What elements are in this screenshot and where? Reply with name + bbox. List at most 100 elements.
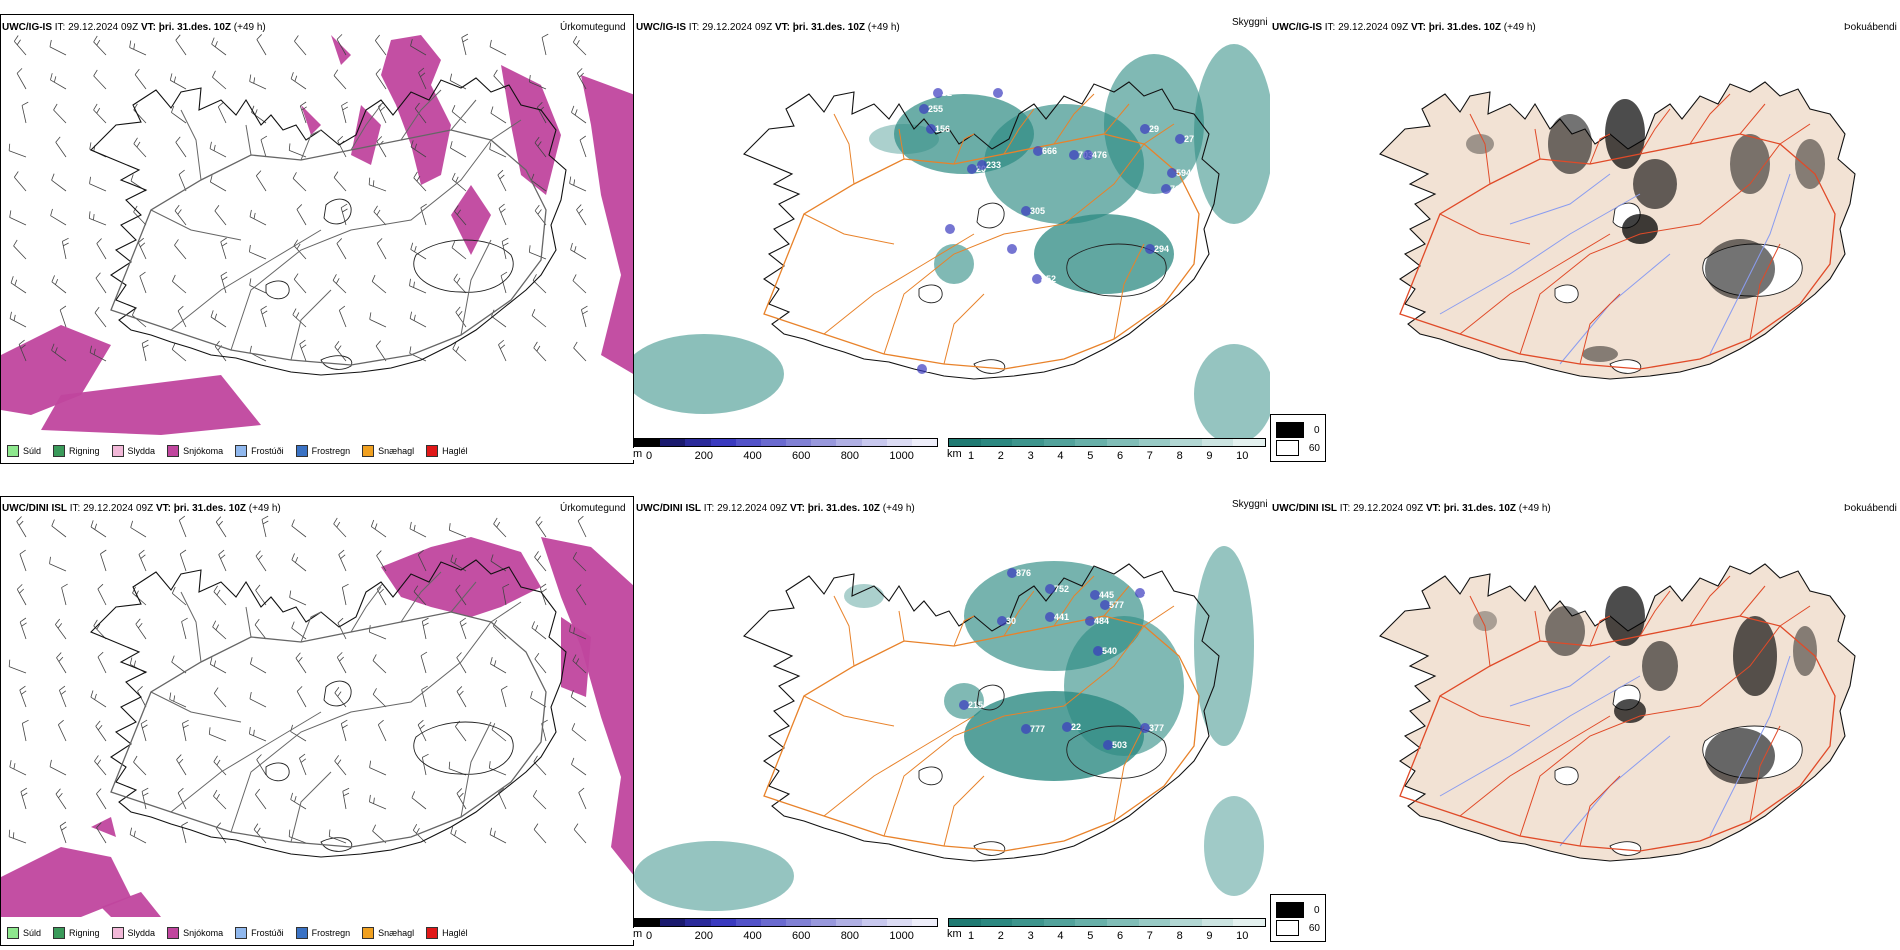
ceiling-marker (926, 124, 936, 134)
colorbar-tick: 6 (1116, 930, 1124, 942)
legend-label: Súld (23, 928, 42, 938)
ceiling-marker (1021, 206, 1031, 216)
fog-panel-igis (1270, 14, 1900, 464)
legend-label: Haglél (442, 446, 468, 456)
ceiling-marker (1135, 588, 1145, 598)
legend-item: Snæhagl (362, 445, 414, 457)
colorbar-tick: 3 (1027, 930, 1034, 942)
colorbar-tick: 200 (694, 450, 714, 462)
panel-title: Skyggni (1232, 17, 1268, 28)
visibility-map-dini: 876 752 445 382 577 441 484 30 540 215 777 22 377 503 (634, 546, 1264, 911)
legend-item: Rigning (53, 927, 100, 939)
legend-swatch (426, 927, 439, 939)
colorbar-tick: 0 (646, 450, 653, 462)
ceiling-marker (1021, 724, 1031, 734)
fog-legend-value: 60 (1308, 442, 1320, 454)
ceiling-marker (1062, 722, 1072, 732)
legend-label: Súld (23, 446, 42, 456)
colorbar-tick: 10 (1236, 450, 1249, 462)
colorbar-tick: 1 (968, 930, 975, 942)
visibility-panel-igis: 3224125515620233666703476292759471218305… (634, 14, 1270, 464)
colorbar-tick: 5 (1087, 930, 1094, 942)
legend-swatch (235, 445, 248, 457)
fog-legend-row: 0 (1276, 902, 1320, 918)
panel-title: Skyggni (1232, 499, 1268, 510)
legend-swatch (111, 927, 124, 939)
legend-label: Haglél (442, 928, 468, 938)
colorbar-tick: 8 (1176, 930, 1183, 942)
visibility-panel-dini: 876 752 445 382 577 441 484 30 540 215 777 22 377 503 (634, 496, 1270, 946)
ceiling-label: 777 (1030, 724, 1045, 734)
fog-legend-swatch (1276, 902, 1304, 918)
height-colorbar: 0 200 400 600 800 1000 m (633, 438, 938, 462)
colorbar-tick: 10 (1236, 930, 1249, 942)
ceiling-marker (967, 164, 977, 174)
legend-label: Frostúði (251, 446, 284, 456)
ceiling-label: 305 (1030, 206, 1045, 216)
legend-item: Frostúði (235, 927, 284, 939)
ceiling-marker (1093, 646, 1103, 656)
panel-title: Þokuábendi (1844, 503, 1897, 514)
ceiling-marker (993, 88, 1003, 98)
ceiling-marker (1007, 568, 1017, 578)
colorbar-tick: 1000 (889, 930, 914, 942)
legend-swatch (111, 445, 124, 457)
ceiling-marker (1145, 244, 1155, 254)
legend-swatch (167, 927, 180, 939)
legend-item: Slydda (111, 445, 156, 457)
fog-map-dini (1379, 563, 1856, 862)
colorbar-tick: 800 (840, 930, 860, 942)
legend-label: Frostregn (311, 446, 351, 456)
height-colorbar: 0 200 400 600 800 1000 m (633, 918, 938, 942)
panel-header: UWC/DINI ISL IT: 29.12.2024 09Z VT: þri.… (636, 503, 915, 514)
ceiling-label: 852 (1041, 274, 1056, 284)
ceiling-marker (1033, 146, 1043, 156)
legend-swatch (295, 927, 308, 939)
ceiling-marker (1140, 124, 1150, 134)
ceiling-marker (1175, 134, 1185, 144)
legend-item: Súld (7, 927, 41, 939)
panel-header: UWC/IG-IS IT: 29.12.2024 09Z VT: þri. 31… (636, 22, 900, 33)
ceiling-label: 27 (1184, 134, 1194, 144)
panel-header: UWC/IG-IS IT: 29.12.2024 09Z VT: þri. 31… (1272, 22, 1536, 33)
legend-label: Rigning (69, 928, 100, 938)
ceiling-label: 233 (986, 160, 1001, 170)
ceiling-label: 30 (1006, 616, 1016, 626)
ceiling-marker (1167, 168, 1177, 178)
legend-label: Snæhagl (378, 446, 415, 456)
panel-title: Úrkomutegund (560, 503, 626, 514)
legend-item: Frostregn (295, 927, 350, 939)
legend-swatch (362, 927, 375, 939)
fog-legend-value: 0 (1314, 904, 1320, 916)
ceiling-label: 156 (935, 124, 950, 134)
legend-label: Rigning (69, 446, 100, 456)
ceiling-marker (1090, 590, 1100, 600)
visibility-colorbar: 1 2 3 4 5 6 7 8 9 10 km (947, 438, 1266, 462)
colorbar-tick: 400 (743, 450, 762, 462)
fog-legend: 0 60 (1270, 894, 1326, 942)
ceiling-label: 32 (942, 88, 952, 98)
legend-label: Slydda (127, 446, 156, 456)
legend-item: Snjókoma (167, 445, 223, 457)
ceiling-label: 441 (1054, 612, 1069, 622)
colorbar-tick: 1 (968, 450, 975, 462)
visibility-colorbar: 1 2 3 4 5 6 7 8 9 10 km (947, 918, 1266, 942)
colorbar-tick: 4 (1057, 450, 1064, 462)
precip-type-panel-dini: Súld Rigning Slydda Snjókoma Frostúði Frostre… (0, 496, 634, 946)
panel-header: UWC/DINI ISL IT: 29.12.2024 09Z VT: þri.… (2, 503, 281, 514)
legend-swatch (7, 927, 19, 939)
ceiling-marker (959, 700, 969, 710)
legend-item: Haglél (426, 445, 468, 457)
ceiling-marker (919, 104, 929, 114)
ceiling-marker (1161, 184, 1171, 194)
fog-legend-swatch (1276, 440, 1299, 456)
ceiling-label: 382 (1144, 588, 1159, 598)
fog-legend-value: 60 (1308, 922, 1320, 934)
fog-legend: 0 60 (1270, 414, 1326, 462)
colorbar-tick: 2 (997, 930, 1004, 942)
colorbar-tick: 600 (792, 450, 811, 462)
ceiling-marker (945, 224, 955, 234)
legend-label: Slydda (127, 928, 156, 938)
ceiling-marker (917, 364, 927, 374)
colorbar-tick: 7 (1146, 930, 1153, 942)
